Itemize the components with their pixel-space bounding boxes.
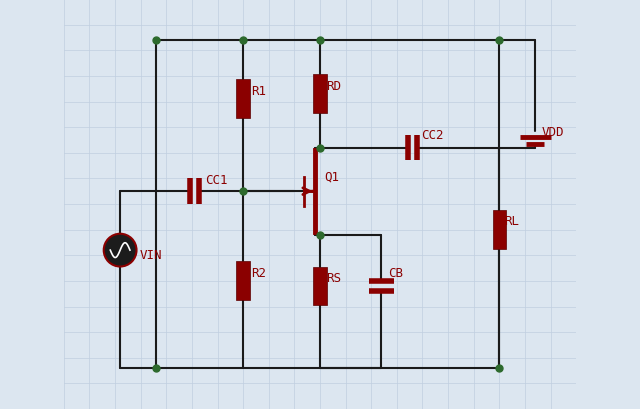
Text: VIN: VIN bbox=[140, 248, 162, 261]
Text: R2: R2 bbox=[251, 266, 266, 279]
FancyBboxPatch shape bbox=[493, 211, 506, 249]
FancyBboxPatch shape bbox=[314, 267, 326, 306]
Text: RL: RL bbox=[504, 215, 520, 228]
Text: R1: R1 bbox=[251, 85, 266, 98]
Circle shape bbox=[104, 234, 136, 267]
Text: CC1: CC1 bbox=[205, 174, 227, 187]
FancyBboxPatch shape bbox=[236, 262, 250, 301]
Text: RS: RS bbox=[326, 271, 341, 284]
Text: CC2: CC2 bbox=[421, 129, 444, 142]
FancyBboxPatch shape bbox=[236, 80, 250, 119]
Text: VDD: VDD bbox=[541, 126, 564, 139]
Text: RD: RD bbox=[326, 79, 341, 92]
Text: CB: CB bbox=[388, 266, 403, 279]
Text: Q1: Q1 bbox=[324, 171, 339, 184]
FancyBboxPatch shape bbox=[314, 75, 326, 114]
